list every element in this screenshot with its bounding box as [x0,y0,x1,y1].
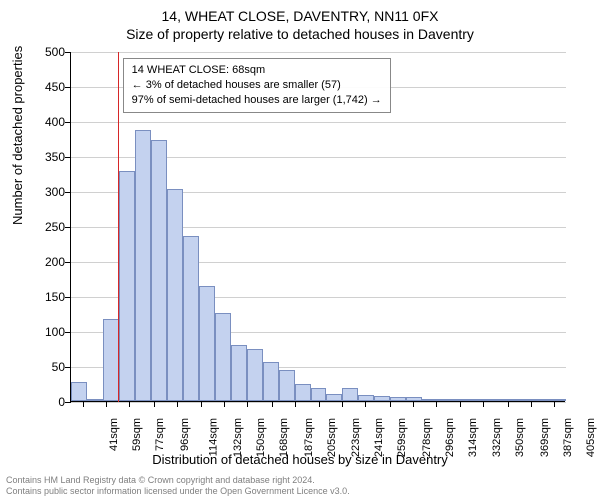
gridline [71,122,566,123]
y-tick [65,227,71,228]
x-tick-label: 114sqm [208,418,220,456]
info-line-2: ← 3% of detached houses are smaller (57) [132,78,382,93]
info-line-1: 14 WHEAT CLOSE: 68sqm [132,63,382,78]
x-tick [508,401,509,407]
x-tick [83,401,84,407]
y-tick [65,402,71,403]
y-tick [65,262,71,263]
y-tick [65,122,71,123]
histogram-bar [374,396,390,401]
histogram-bar [183,236,199,401]
x-tick [295,401,296,407]
x-tick [342,401,343,407]
histogram-bar [486,399,502,401]
histogram-bar [247,349,263,401]
histogram-bar [502,399,518,401]
x-tick-label: 77sqm [154,418,166,451]
reference-info-box: 14 WHEAT CLOSE: 68sqm ← 3% of detached h… [123,58,391,113]
histogram-bar [215,313,231,401]
x-tick-label: 59sqm [131,418,143,451]
x-tick-label: 96sqm [179,418,191,451]
histogram-bar [151,140,167,401]
x-tick [365,401,366,407]
histogram-bar [326,394,342,401]
histogram-bar [295,384,311,401]
footer-line-2: Contains public sector information licen… [6,486,350,498]
chart-area: 41sqm59sqm77sqm96sqm114sqm132sqm150sqm16… [70,52,565,402]
y-tick-label: 500 [25,45,65,59]
y-tick-label: 450 [25,80,65,94]
y-tick-label: 250 [25,220,65,234]
x-tick [154,401,155,407]
x-tick [319,401,320,407]
y-tick [65,52,71,53]
histogram-bar [167,189,183,401]
footer-attribution: Contains HM Land Registry data © Crown c… [6,475,350,498]
y-tick [65,332,71,333]
x-tick [224,401,225,407]
y-tick-label: 350 [25,150,65,164]
y-tick [65,367,71,368]
x-tick [272,401,273,407]
histogram-bar [263,362,279,401]
histogram-bar [550,399,566,401]
page-title-main: 14, WHEAT CLOSE, DAVENTRY, NN11 0FX [0,0,600,24]
y-tick [65,297,71,298]
x-axis-label: Distribution of detached houses by size … [0,452,600,467]
histogram-bar [87,399,103,401]
info-line-3: 97% of semi-detached houses are larger (… [132,93,382,108]
histogram-bar [199,286,215,402]
x-tick-label: 41sqm [108,418,120,451]
histogram-bar [231,345,247,401]
histogram-bar [390,397,406,401]
y-tick [65,157,71,158]
histogram-bar [454,399,470,401]
reference-line [118,52,119,402]
y-axis-label: Number of detached properties [10,46,25,225]
x-tick [413,401,414,407]
x-tick [177,401,178,407]
histogram-bar [438,399,454,401]
y-tick [65,87,71,88]
x-tick [106,401,107,407]
footer-line-1: Contains HM Land Registry data © Crown c… [6,475,350,487]
y-tick-label: 150 [25,290,65,304]
y-tick-label: 300 [25,185,65,199]
y-tick [65,192,71,193]
histogram-bar [406,397,422,401]
x-tick [483,401,484,407]
y-tick-label: 100 [25,325,65,339]
histogram-bar [534,399,550,401]
histogram-bar [311,388,327,401]
histogram-bar [342,388,358,401]
page-title-sub: Size of property relative to detached ho… [0,24,600,42]
x-tick [460,401,461,407]
y-tick-label: 400 [25,115,65,129]
y-tick-label: 0 [25,395,65,409]
y-tick-label: 200 [25,255,65,269]
histogram-bar [135,130,151,401]
histogram-bar [119,171,135,401]
x-tick [436,401,437,407]
histogram-bar [71,382,87,401]
histogram-bar [279,370,295,401]
gridline [71,52,566,53]
histogram-bar [103,319,119,401]
x-tick [247,401,248,407]
x-tick [531,401,532,407]
x-tick [390,401,391,407]
x-tick [554,401,555,407]
x-tick [201,401,202,407]
chart-container: 14, WHEAT CLOSE, DAVENTRY, NN11 0FX Size… [0,0,600,500]
histogram-bar [358,395,374,401]
x-tick [129,401,130,407]
y-tick-label: 50 [25,360,65,374]
